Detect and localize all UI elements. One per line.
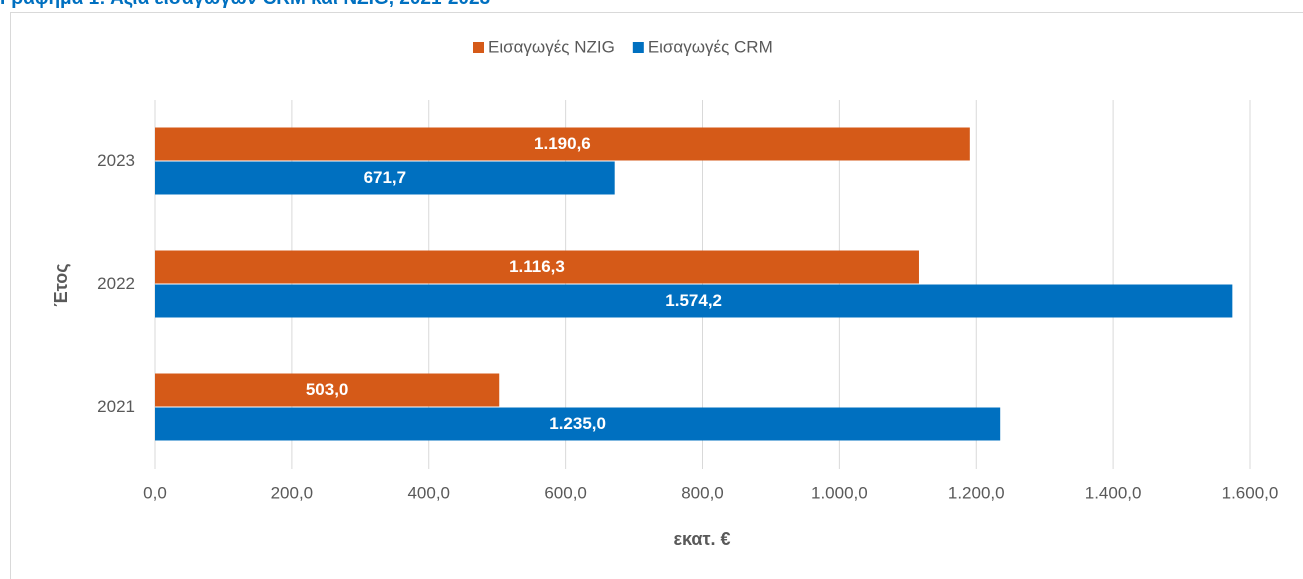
legend-label: Εισαγωγές NZIG [488, 37, 615, 56]
bar [155, 373, 500, 407]
data-label: 1.235,0 [549, 414, 606, 433]
legend-label: Εισαγωγές CRM [648, 37, 773, 56]
x-tick-label: 1.000,0 [811, 483, 868, 502]
bar [155, 161, 615, 195]
legend-swatch [632, 42, 644, 53]
data-label: 671,7 [364, 168, 407, 187]
x-tick-label: 1.600,0 [1222, 483, 1279, 502]
bar [155, 284, 1233, 318]
x-tick-label: 1.200,0 [948, 483, 1005, 502]
data-label: 1.116,3 [509, 257, 565, 276]
x-tick-label: 1.400,0 [1085, 483, 1142, 502]
y-tick-label: 2021 [97, 397, 135, 416]
x-tick-label: 400,0 [407, 483, 450, 502]
data-label: 503,0 [306, 380, 349, 399]
y-tick-label: 2022 [97, 274, 135, 293]
bar [155, 407, 1001, 441]
bar [155, 250, 919, 284]
x-tick-label: 0,0 [143, 483, 167, 502]
bar [155, 127, 970, 161]
data-label: 1.190,6 [534, 134, 591, 153]
x-axis-label: εκατ. € [673, 529, 730, 549]
y-axis-label: Έτος [51, 263, 71, 306]
legend-swatch [473, 42, 484, 53]
chart-frame [10, 12, 1303, 579]
x-tick-label: 600,0 [544, 483, 587, 502]
chart-title: Γράφημα 1: Αξία εισαγωγών CRM και NZIG, … [0, 0, 490, 9]
x-tick-label: 200,0 [271, 483, 314, 502]
x-tick-label: 800,0 [681, 483, 724, 502]
y-tick-label: 2023 [97, 151, 135, 170]
data-label: 1.574,2 [665, 291, 722, 310]
